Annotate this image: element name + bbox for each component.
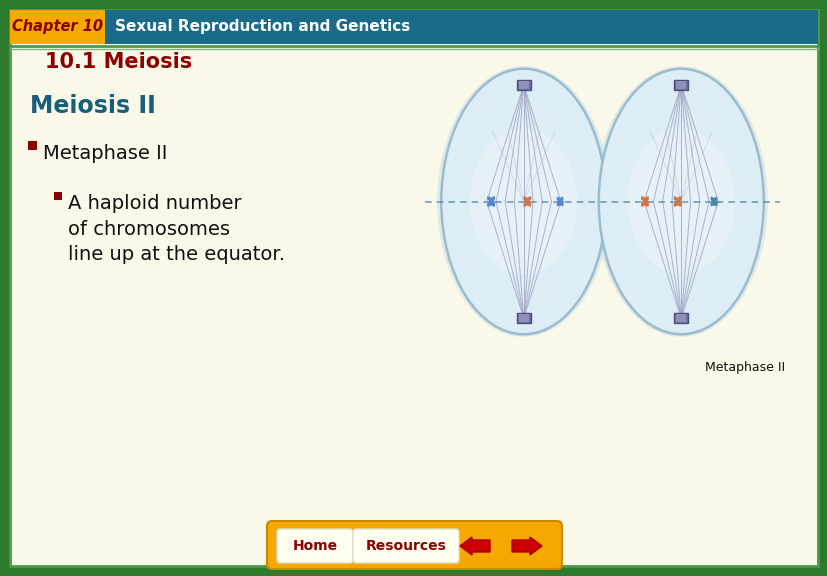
FancyBboxPatch shape [277, 529, 352, 563]
Bar [28, 141, 37, 150]
Bar [516, 313, 530, 323]
Bar [54, 192, 62, 200]
Bar [516, 79, 530, 90]
Bar [519, 81, 528, 89]
Ellipse shape [594, 66, 767, 337]
Text: Home: Home [292, 539, 337, 553]
FancyBboxPatch shape [266, 521, 562, 569]
Bar [676, 81, 686, 89]
Text: Meiosis II: Meiosis II [30, 94, 155, 118]
Ellipse shape [598, 69, 762, 334]
Bar [673, 79, 687, 90]
Text: A haploid number
of chromosomes
line up at the equator.: A haploid number of chromosomes line up … [68, 194, 284, 264]
Text: Metaphase II: Metaphase II [704, 361, 784, 374]
Ellipse shape [627, 128, 734, 275]
Bar [519, 314, 528, 323]
Bar [673, 313, 687, 323]
Bar [10, 10, 105, 44]
Ellipse shape [470, 128, 576, 275]
FancyArrow shape [511, 537, 542, 555]
FancyArrow shape [460, 537, 490, 555]
Text: 10.1 Meiosis: 10.1 Meiosis [45, 52, 192, 72]
Text: Sexual Reproduction and Genetics: Sexual Reproduction and Genetics [115, 20, 409, 35]
Ellipse shape [441, 69, 605, 334]
Text: Resources: Resources [366, 539, 446, 553]
Text: Metaphase II: Metaphase II [43, 144, 167, 163]
Text: Chapter 10: Chapter 10 [12, 20, 103, 35]
FancyBboxPatch shape [352, 529, 458, 563]
Bar [10, 10, 817, 44]
Bar [676, 314, 686, 323]
Ellipse shape [437, 66, 609, 337]
